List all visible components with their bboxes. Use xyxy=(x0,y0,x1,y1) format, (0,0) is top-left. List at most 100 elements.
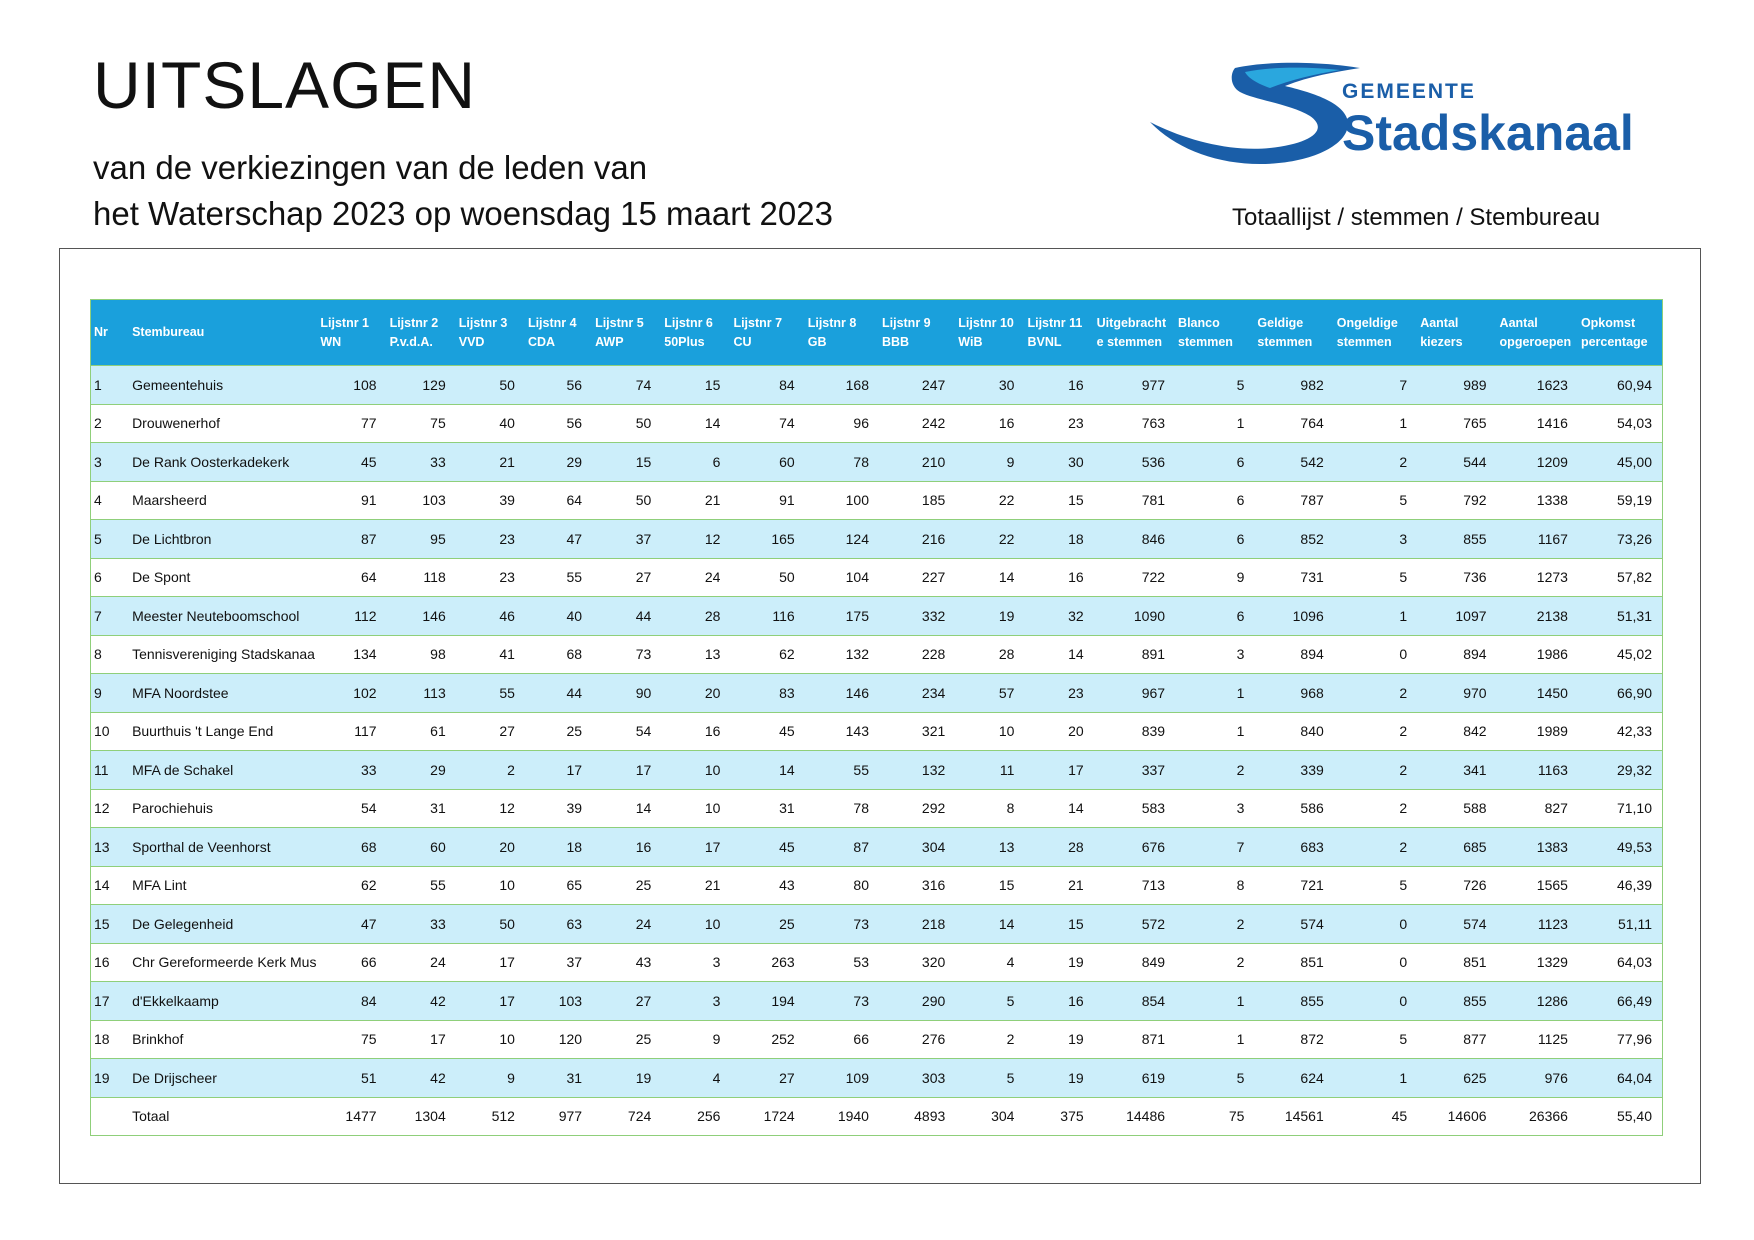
cell-value: 45 xyxy=(317,442,387,481)
cell-value: 31 xyxy=(730,788,805,828)
cell-value: 103 xyxy=(386,480,456,520)
cell-nr: 12 xyxy=(90,788,125,828)
cell-value: 1 xyxy=(1175,981,1255,1020)
cell-value: 851 xyxy=(1254,942,1334,982)
column-header: Stembureau xyxy=(124,299,318,366)
gemeente-stadskanaal-logo-icon xyxy=(1150,62,1360,164)
cell-value: 792 xyxy=(1417,480,1497,520)
cell-value: 849 xyxy=(1093,942,1176,982)
cell-value: 855 xyxy=(1254,981,1334,1020)
cell-value: 14 xyxy=(661,403,731,443)
cell-value: 24 xyxy=(661,557,731,597)
cell-value: 37 xyxy=(592,519,662,558)
cell-value: 977 xyxy=(1093,365,1176,404)
cell-value: 17 xyxy=(661,827,731,866)
cell-value: 0 xyxy=(1333,942,1418,982)
cell-value: 55,40 xyxy=(1577,1096,1663,1136)
table-row: 9 MFA Noordstee 102 113 55 44 90 20 83 146 234 57 23… xyxy=(90,673,1663,712)
cell-value: 25 xyxy=(524,711,593,751)
cell-stembureau: Meester Neuteboomschool xyxy=(124,596,318,635)
cell-value: 542 xyxy=(1254,442,1334,481)
cell-value: 1477 xyxy=(317,1096,387,1136)
cell-value: 3 xyxy=(1175,788,1255,828)
cell-value: 676 xyxy=(1093,827,1176,866)
cell-value: 5 xyxy=(1333,480,1418,520)
cell-value: 20 xyxy=(455,827,525,866)
table-row: 3 De Rank Oosterkadekerk 45 33 21 29 15 6 60 78 21… xyxy=(90,442,1663,481)
cell-value: 132 xyxy=(804,634,879,674)
cell-value: 57,82 xyxy=(1577,557,1663,597)
cell-value: 124 xyxy=(804,519,879,558)
cell-value: 108 xyxy=(317,365,387,404)
cell-value: 10 xyxy=(661,904,731,943)
cell-value: 536 xyxy=(1093,442,1176,481)
cell-value: 842 xyxy=(1417,711,1497,751)
cell-value: 175 xyxy=(804,596,879,635)
cell-value: 256 xyxy=(661,1096,731,1136)
cell-value: 21 xyxy=(455,442,525,481)
cell-value: 29 xyxy=(524,442,593,481)
cell-value: 24 xyxy=(386,942,456,982)
cell-value: 165 xyxy=(730,519,805,558)
cell-value: 46 xyxy=(455,596,525,635)
cell-value: 22 xyxy=(955,519,1025,558)
cell-value: 57 xyxy=(955,673,1025,712)
cell-value: 544 xyxy=(1417,442,1497,481)
cell-nr: 10 xyxy=(90,711,125,751)
cell-value: 6 xyxy=(1175,480,1255,520)
cell-value: 116 xyxy=(730,596,805,635)
cell-value: 572 xyxy=(1093,904,1176,943)
cell-nr: 15 xyxy=(90,904,125,943)
cell-value: 14486 xyxy=(1093,1096,1176,1136)
logo-text: GEMEENTE Stadskanaal xyxy=(1342,80,1634,158)
cell-value: 50 xyxy=(730,557,805,597)
cell-value: 18 xyxy=(1024,519,1094,558)
cell-value: 1097 xyxy=(1417,596,1497,635)
cell-value: 31 xyxy=(386,788,456,828)
cell-value: 54,03 xyxy=(1577,403,1663,443)
cell-value: 84 xyxy=(730,365,805,404)
cell-value: 41 xyxy=(455,634,525,674)
cell-value: 19 xyxy=(1024,942,1094,982)
cell-value: 50 xyxy=(592,480,662,520)
cell-value: 16 xyxy=(661,711,731,751)
cell-value: 332 xyxy=(878,596,956,635)
cell-value: 50 xyxy=(455,365,525,404)
column-header: Lijstnr 10 WiB xyxy=(955,299,1025,366)
cell-stembureau: Buurthuis 't Lange End xyxy=(124,711,318,751)
cell-value: 87 xyxy=(804,827,879,866)
cell-value: 263 xyxy=(730,942,805,982)
cell-value: 14 xyxy=(955,557,1025,597)
cell-value: 25 xyxy=(592,865,662,905)
cell-value: 29 xyxy=(386,750,456,789)
cell-value: 1416 xyxy=(1496,403,1578,443)
cell-value: 787 xyxy=(1254,480,1334,520)
cell-value: 2 xyxy=(455,750,525,789)
cell-value: 3 xyxy=(661,942,731,982)
cell-value: 726 xyxy=(1417,865,1497,905)
cell-value: 967 xyxy=(1093,673,1176,712)
cell-value: 68 xyxy=(524,634,593,674)
cell-value: 55 xyxy=(455,673,525,712)
cell-value: 303 xyxy=(878,1058,956,1097)
cell-value: 20 xyxy=(1024,711,1094,751)
cell-value: 78 xyxy=(804,788,879,828)
cell-value: 50 xyxy=(592,403,662,443)
cell-value: 1125 xyxy=(1496,1019,1578,1059)
cell-value: 98 xyxy=(386,634,456,674)
cell-value: 242 xyxy=(878,403,956,443)
cell-value: 113 xyxy=(386,673,456,712)
cell-value: 51,11 xyxy=(1577,904,1663,943)
cell-value: 872 xyxy=(1254,1019,1334,1059)
table-row: 11 MFA de Schakel 33 29 2 17 17 10 14 55 132 11 17 33… xyxy=(90,750,1663,789)
cell-value: 894 xyxy=(1254,634,1334,674)
cell-value: 4 xyxy=(661,1058,731,1097)
table-row: 14 MFA Lint 62 55 10 65 25 21 43 80 316 15 21 713 8 721… xyxy=(90,865,1663,905)
cell-value: 12 xyxy=(455,788,525,828)
column-header: Lijstnr 6 50Plus xyxy=(661,299,731,366)
cell-value: 1383 xyxy=(1496,827,1578,866)
cell-value: 73 xyxy=(592,634,662,674)
column-header: Aantal kiezers xyxy=(1417,299,1497,366)
cell-value: 9 xyxy=(455,1058,525,1097)
cell-nr xyxy=(90,1096,125,1136)
